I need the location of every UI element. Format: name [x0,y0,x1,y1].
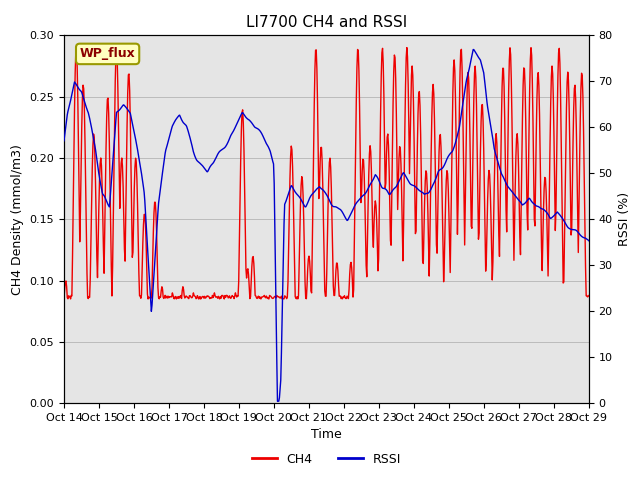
X-axis label: Time: Time [311,429,342,442]
Y-axis label: CH4 Density (mmol/m3): CH4 Density (mmol/m3) [11,144,24,295]
Text: WP_flux: WP_flux [80,48,136,60]
Title: LI7700 CH4 and RSSI: LI7700 CH4 and RSSI [246,15,407,30]
Y-axis label: RSSI (%): RSSI (%) [618,192,631,246]
Legend: CH4, RSSI: CH4, RSSI [246,447,406,470]
